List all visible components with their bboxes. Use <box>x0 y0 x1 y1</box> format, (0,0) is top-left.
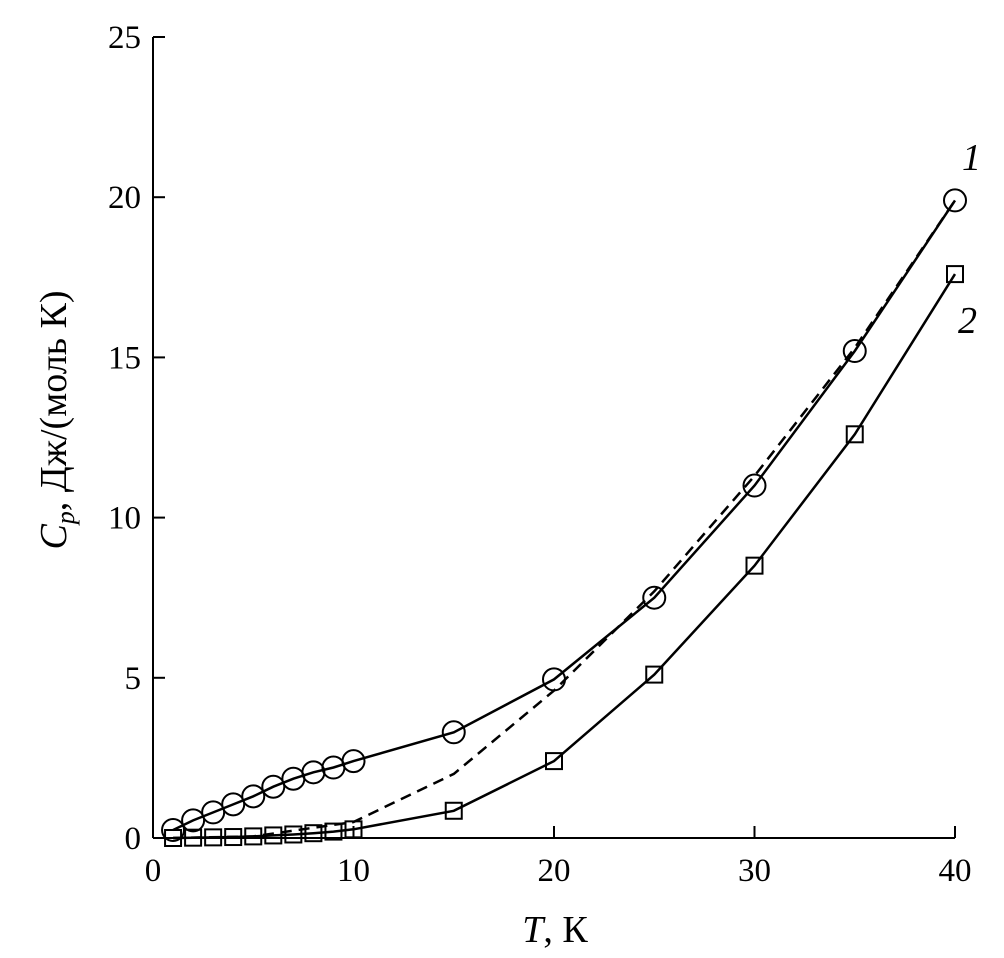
data-point <box>161 817 186 842</box>
series-label-2: 2 <box>958 300 977 342</box>
series-line <box>172 199 957 832</box>
data-point <box>642 585 667 610</box>
data-point <box>204 828 223 847</box>
x-tick-label: 40 <box>939 853 972 889</box>
series-3 <box>173 199 957 840</box>
y-tick-label: 5 <box>125 661 142 697</box>
y-axis-subscript: p <box>51 511 80 526</box>
y-axis-symbol: C <box>33 524 75 550</box>
series-2 <box>164 265 964 847</box>
y-tick-label: 10 <box>108 501 141 537</box>
data-point <box>241 784 266 809</box>
data-point <box>946 265 964 284</box>
data-point <box>201 800 226 825</box>
data-point <box>324 822 343 841</box>
x-axis-unit: , К <box>543 909 588 951</box>
x-tick-label: 20 <box>538 853 571 889</box>
data-point <box>441 720 466 745</box>
data-point <box>341 749 366 774</box>
series-label-1: 1 <box>962 137 981 179</box>
x-axis: 0 10 20 30 40 <box>145 826 972 889</box>
y-tick-label: 0 <box>125 821 142 857</box>
data-point <box>444 801 463 820</box>
data-point <box>284 825 303 844</box>
x-axis-title: T, К <box>522 909 588 951</box>
series-layer <box>161 188 967 847</box>
y-tick-label: 15 <box>108 340 141 376</box>
y-tick-label: 20 <box>108 180 141 216</box>
data-point <box>845 425 864 444</box>
data-point <box>545 752 563 771</box>
series-line <box>173 199 957 840</box>
y-axis-unit: , Дж/(моль К) <box>33 290 75 511</box>
series-line <box>173 273 957 840</box>
data-point <box>181 808 206 833</box>
data-point <box>842 338 867 363</box>
data-point <box>742 473 767 498</box>
y-tick-label: 25 <box>108 20 141 56</box>
data-point <box>645 665 664 684</box>
data-point <box>261 774 286 799</box>
x-axis-symbol: T <box>522 909 546 951</box>
x-tick-label: 0 <box>145 853 162 889</box>
data-point <box>943 188 967 213</box>
data-point <box>745 556 764 575</box>
x-tick-label: 30 <box>738 853 771 889</box>
x-tick-label: 10 <box>337 853 370 889</box>
y-axis: 0 5 10 15 20 25 <box>108 20 165 857</box>
y-axis-title: Cp, Дж/(моль К) <box>33 290 80 549</box>
series-1 <box>161 188 967 842</box>
data-point <box>221 792 246 817</box>
data-point <box>224 828 243 847</box>
data-point <box>304 824 323 843</box>
